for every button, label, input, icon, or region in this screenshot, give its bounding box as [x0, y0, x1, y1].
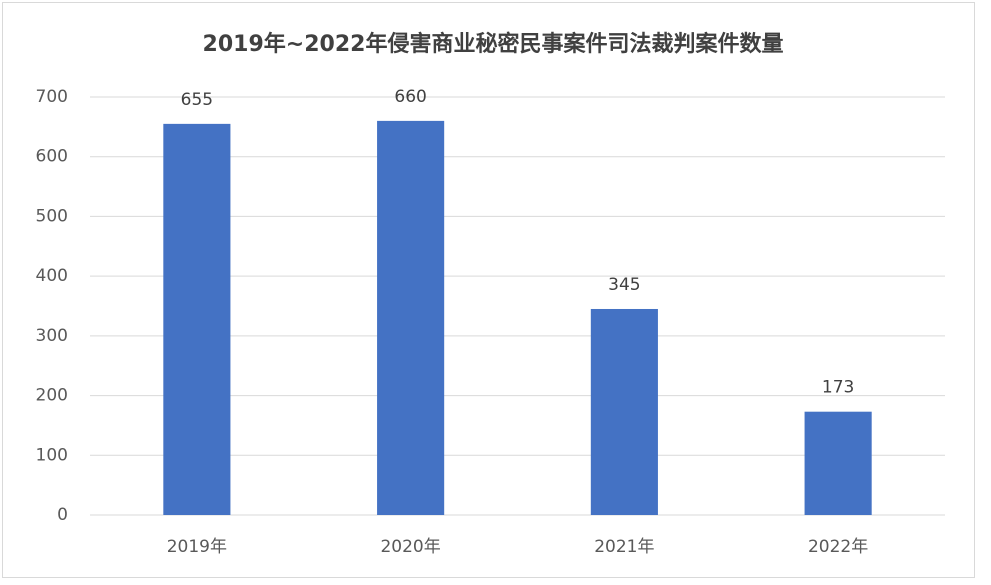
x-tick-label: 2022年 — [808, 537, 868, 557]
data-label: 655 — [181, 90, 213, 110]
chart-title: 2019年~2022年侵害商业秘密民事案件司法裁判案件数量 — [203, 31, 784, 57]
bar — [804, 411, 872, 515]
bar — [163, 123, 231, 515]
y-tick-label: 100 — [36, 445, 68, 465]
y-tick-label: 300 — [36, 326, 68, 346]
x-tick-label: 2019年 — [167, 537, 227, 557]
bar — [377, 120, 445, 515]
bar — [590, 308, 658, 515]
y-tick-label: 0 — [57, 505, 68, 525]
y-tick-label: 400 — [36, 266, 68, 286]
y-tick-label: 600 — [36, 147, 68, 167]
y-tick-label: 200 — [36, 386, 68, 406]
data-label: 345 — [608, 275, 640, 295]
x-tick-label: 2021年 — [594, 537, 654, 557]
data-label: 173 — [822, 378, 854, 398]
x-tick-label: 2020年 — [380, 537, 440, 557]
data-label: 660 — [394, 87, 426, 107]
y-tick-label: 700 — [36, 87, 68, 107]
y-tick-label: 500 — [36, 206, 68, 226]
